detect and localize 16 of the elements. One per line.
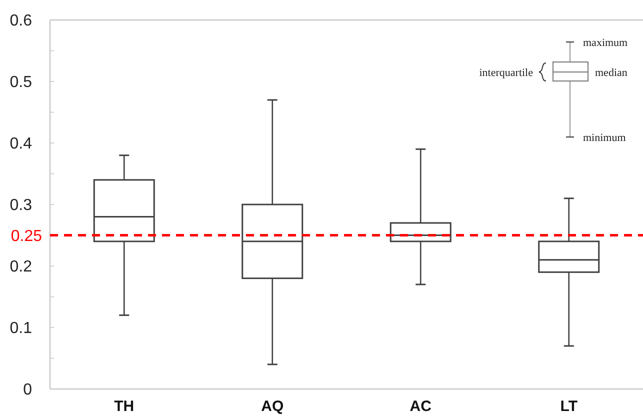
y-tick-label: 0.5: [10, 74, 32, 92]
x-tick-label: AQ: [261, 398, 284, 415]
y-tick-label: 0.6: [10, 12, 32, 30]
x-tick-label: LT: [560, 398, 578, 415]
x-tick-label: AC: [410, 398, 432, 415]
annotation: maximum: [583, 37, 628, 49]
annotation: median: [595, 67, 628, 79]
y-tick-label: 0.1: [10, 320, 32, 338]
x-tick-label: TH: [114, 398, 134, 415]
annotation: interquartile: [479, 67, 534, 79]
y-tick-label: 0.4: [10, 136, 32, 153]
y-tick-label: 0.2: [10, 258, 32, 276]
ref-line-label: 0.25: [10, 228, 42, 245]
y-tick-label: 0: [23, 382, 32, 399]
y-tick-label: 0.3: [10, 197, 32, 214]
annotation: minimum: [583, 132, 626, 144]
